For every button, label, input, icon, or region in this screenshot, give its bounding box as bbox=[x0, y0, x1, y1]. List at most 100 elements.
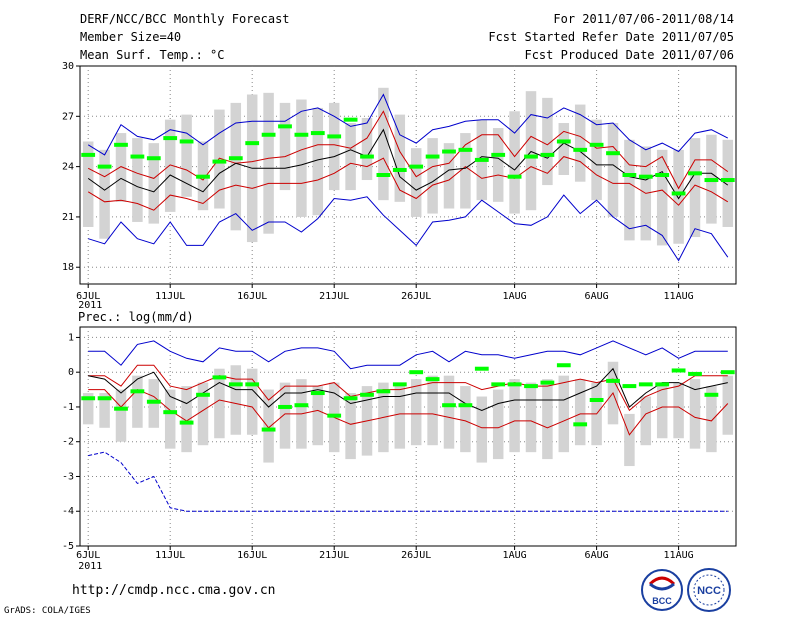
panel1-box bbox=[361, 117, 373, 181]
panel2-ytick-label: -3 bbox=[62, 471, 74, 482]
panel2-median-mark bbox=[343, 396, 358, 401]
panel1-box bbox=[296, 99, 307, 217]
panel2-box bbox=[410, 379, 422, 446]
panel1-ytick-label: 21 bbox=[62, 212, 74, 223]
panel1-box bbox=[558, 123, 570, 175]
panel2-median-mark bbox=[376, 389, 391, 394]
panel2-xtick-label: 26JUL bbox=[401, 550, 431, 561]
grads-credit: GrADS: COLA/IGES bbox=[4, 606, 91, 616]
panel1-box bbox=[378, 87, 389, 201]
panel2-box bbox=[525, 382, 537, 453]
panel2-median-mark bbox=[688, 371, 702, 376]
panel2-median-mark bbox=[97, 396, 112, 401]
panel2-median-mark bbox=[524, 384, 538, 389]
panel1-median-mark bbox=[491, 152, 506, 157]
panel1-ytick-label: 30 bbox=[62, 61, 74, 72]
panel2-ytick-label: -1 bbox=[62, 402, 74, 413]
panel1-median-mark bbox=[556, 139, 571, 144]
panel1-median-mark bbox=[688, 171, 702, 176]
panel2-median-mark bbox=[540, 380, 555, 385]
panel1-box bbox=[82, 141, 94, 227]
panel1-median-mark bbox=[720, 178, 735, 183]
panel2-box bbox=[624, 413, 635, 467]
panel2-box bbox=[640, 396, 652, 446]
panel1-box bbox=[591, 119, 602, 201]
panel1-median-mark bbox=[540, 152, 555, 157]
panel1-median-mark bbox=[360, 154, 374, 159]
panel2-xtick-label: 11AUG bbox=[664, 550, 694, 561]
panel2-median-mark bbox=[310, 391, 325, 396]
panel1-median-mark bbox=[278, 124, 292, 129]
panel1-box bbox=[673, 149, 684, 244]
panel1-box bbox=[460, 133, 471, 209]
panel1-xtick-label: 11AUG bbox=[664, 291, 694, 302]
panel1-median-mark bbox=[245, 141, 260, 146]
panel1-median-mark bbox=[163, 136, 178, 141]
panel2-year-label: 2011 bbox=[78, 561, 102, 572]
ncc-logo-text: NCC bbox=[697, 585, 721, 597]
panel2-median-mark bbox=[130, 389, 145, 394]
panel2-xtick-label: 21JUL bbox=[319, 550, 349, 561]
panel1-frame bbox=[79, 65, 737, 285]
panel1-median-mark bbox=[606, 151, 620, 156]
panel2-mean-line bbox=[88, 367, 728, 411]
panel1-box bbox=[263, 92, 274, 234]
panel2-box bbox=[394, 382, 406, 449]
panel2-xtick-label: 16JUL bbox=[237, 550, 267, 561]
panel1-xtick-label: 21JUL bbox=[319, 291, 349, 302]
panel1-box bbox=[607, 123, 619, 217]
panel2-median-mark bbox=[720, 370, 735, 375]
panel1-median-mark bbox=[392, 167, 407, 172]
panel1-median-mark bbox=[261, 132, 276, 137]
panel2-box bbox=[574, 379, 586, 446]
panel2-box bbox=[460, 386, 471, 453]
panel1-box bbox=[115, 133, 127, 202]
panel2-median-mark bbox=[114, 406, 128, 411]
panel2-median-mark bbox=[81, 396, 96, 401]
panel2-max-line bbox=[88, 340, 728, 370]
panel1-box bbox=[99, 149, 110, 239]
panel1-median-mark bbox=[114, 142, 128, 147]
panel1-xtick-label: 6JUL bbox=[76, 291, 100, 302]
panel1-box bbox=[542, 97, 553, 186]
panel1-median-mark bbox=[425, 154, 440, 159]
panel2-median-mark bbox=[491, 382, 506, 387]
panel1-box bbox=[328, 102, 340, 191]
panel2-box bbox=[312, 386, 324, 446]
panel2-median-mark bbox=[179, 420, 194, 425]
panel2-box bbox=[214, 368, 225, 439]
panel2-title: Prec.: log(mm/d) bbox=[78, 310, 194, 324]
panel2-box bbox=[82, 393, 94, 425]
panel2-median-mark bbox=[245, 382, 260, 387]
panel1-median-mark bbox=[638, 174, 653, 179]
bcc-logo: BCC bbox=[641, 569, 683, 611]
panel1-box bbox=[164, 119, 176, 212]
panel1-max-line bbox=[88, 194, 729, 262]
source-url[interactable]: http://cmdp.ncc.cma.gov.cn bbox=[72, 583, 276, 598]
panel2-lower-line bbox=[88, 389, 729, 436]
panel2-median-mark bbox=[212, 375, 227, 380]
panel2-box bbox=[345, 393, 356, 460]
panel1-median-mark bbox=[655, 173, 670, 177]
panel2-box bbox=[492, 389, 504, 460]
panel1-median-mark bbox=[376, 173, 391, 177]
panel1-xtick-label: 16JUL bbox=[237, 291, 267, 302]
panel2-median-mark bbox=[409, 370, 424, 375]
panel2-box bbox=[427, 375, 438, 446]
bcc-logo-text: BCC bbox=[652, 596, 672, 606]
panel2-median-mark bbox=[606, 378, 620, 383]
panel2-median-mark bbox=[589, 398, 604, 402]
panel1-box bbox=[656, 149, 668, 246]
panel2-box bbox=[263, 389, 274, 463]
panel1-box bbox=[214, 109, 225, 209]
panel1-box bbox=[624, 139, 635, 241]
panel1-mean-line bbox=[87, 128, 729, 200]
panel2-median-mark bbox=[392, 382, 407, 387]
panel2-box bbox=[443, 375, 455, 449]
panel2-box bbox=[99, 393, 110, 428]
panel1-box bbox=[410, 148, 422, 217]
panel1-median-mark bbox=[294, 132, 309, 137]
panel1-box bbox=[722, 139, 734, 227]
panel2-median-mark bbox=[294, 403, 309, 408]
